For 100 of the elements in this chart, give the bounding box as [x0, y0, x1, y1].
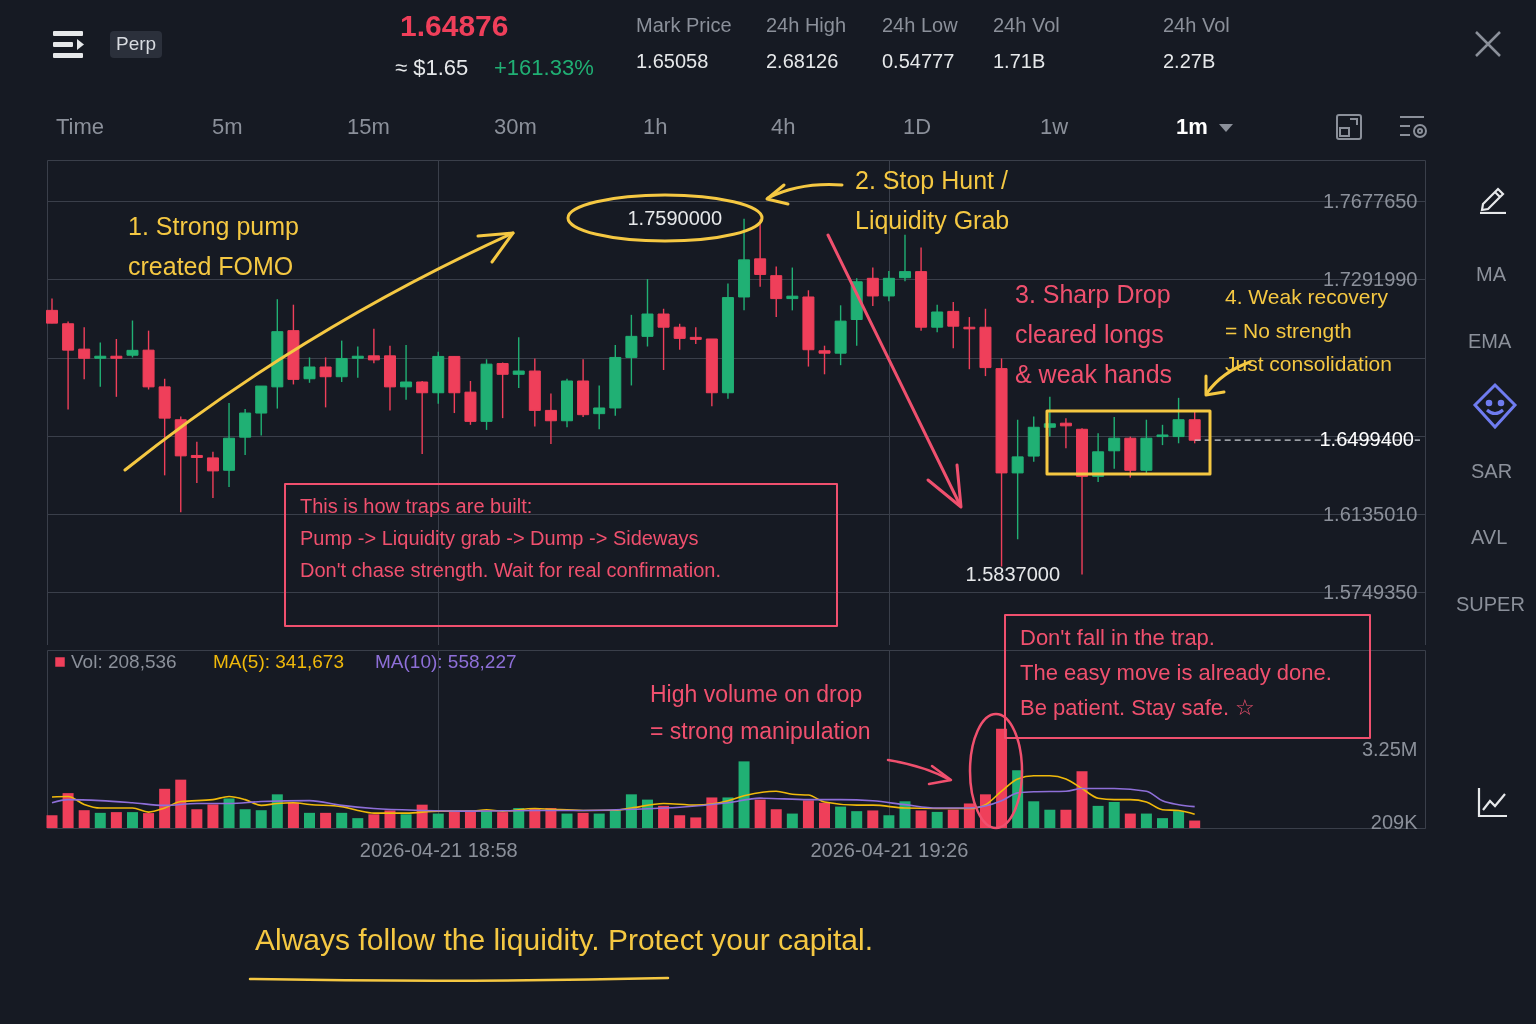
- candlestick: [400, 344, 413, 401]
- text: 1.64876: [400, 8, 509, 44]
- bar: [674, 815, 686, 828]
- candlestick: [351, 345, 364, 379]
- text: Always follow the liquidity. Protect your capital.: [255, 922, 874, 958]
- bar: [996, 728, 1008, 828]
- bar: [159, 788, 171, 828]
- bar: [126, 812, 138, 828]
- candlestick: [544, 392, 557, 445]
- text: 24h High: [766, 13, 847, 37]
- candlestick: [126, 319, 139, 359]
- text: MA: [1476, 262, 1506, 286]
- candlestick: [1011, 419, 1024, 540]
- bar: [754, 799, 766, 828]
- text: 1.65058: [636, 49, 709, 73]
- bar: [1092, 805, 1104, 828]
- bar: [513, 808, 525, 828]
- candlestick: [786, 266, 799, 312]
- text: 1m: [1176, 114, 1208, 141]
- bar: [915, 810, 927, 828]
- candlestick: [190, 440, 203, 484]
- text: Mark Price: [636, 13, 732, 37]
- text: 24h Vol: [993, 13, 1060, 37]
- bar: [1173, 811, 1185, 828]
- y-tick-label: 1.7677650: [1322, 189, 1418, 212]
- candlestick: [496, 361, 509, 419]
- bar: [481, 811, 493, 828]
- bar: [706, 797, 718, 828]
- annotation: 3. Sharp Drop cleared longs & weak hands: [1015, 279, 1173, 390]
- x-tick-label: 2026-04-21 19:26: [810, 838, 969, 861]
- text: 1h: [643, 114, 668, 141]
- bar: [722, 797, 734, 828]
- bar: [175, 779, 187, 828]
- bar: [851, 811, 863, 828]
- candlestick: [110, 338, 123, 398]
- bar: [867, 810, 879, 828]
- bar: [320, 812, 332, 828]
- bar: [368, 814, 380, 828]
- bar: [1028, 801, 1040, 828]
- candlestick: [1172, 397, 1185, 444]
- bar: [1108, 802, 1120, 828]
- bar: [931, 811, 943, 828]
- line-series: [51, 787, 1196, 812]
- bar: [593, 813, 605, 828]
- candlestick: [866, 266, 879, 307]
- text: SUPER: [1456, 592, 1525, 616]
- bar: [255, 810, 267, 828]
- bar: [207, 804, 219, 828]
- candlestick: [319, 356, 332, 409]
- bar: [223, 798, 235, 828]
- text: +161.33%: [494, 55, 594, 82]
- candlestick: [947, 301, 960, 350]
- text: 2.68126: [766, 49, 839, 73]
- bar: [497, 812, 509, 828]
- text: ≈ $1.65: [395, 55, 469, 82]
- candlestick: [657, 308, 670, 371]
- bar: [609, 810, 621, 828]
- bar: [352, 818, 364, 828]
- text: 30m: [494, 114, 537, 141]
- bar: [432, 813, 444, 828]
- candlestick: [78, 326, 91, 381]
- annotation: Don't fall in the trap. The easy move is already done. Be patient. Stay safe. ☆: [1020, 624, 1332, 723]
- text: 24h Vol: [1163, 13, 1230, 37]
- candlestick: [882, 270, 895, 302]
- text: MA(5): 341,673: [213, 651, 344, 672]
- bar: [400, 814, 412, 828]
- text: 0.54777: [882, 49, 955, 73]
- bar: [336, 812, 348, 828]
- bar: [78, 810, 90, 828]
- y-tick-label: 209K: [1370, 811, 1419, 834]
- candlestick: [512, 336, 525, 389]
- y-tick-label: 1.7291990: [1322, 267, 1418, 290]
- annotation: 1.5837000: [965, 562, 1061, 585]
- bar: [304, 812, 316, 828]
- text: 1D: [903, 114, 932, 141]
- bar: [883, 815, 895, 828]
- bar: [1156, 818, 1168, 828]
- candlestick: [625, 314, 638, 387]
- bar: [143, 813, 155, 828]
- bar: [1140, 813, 1152, 828]
- bar: [110, 812, 122, 828]
- ref-line-label: 1.6499400: [1319, 428, 1414, 451]
- text: 5m: [212, 114, 243, 141]
- candlestick: [335, 339, 348, 383]
- candlestick: [206, 451, 219, 499]
- legend-label: Vol: 208,536: [71, 651, 177, 672]
- candlestick: [303, 356, 316, 384]
- bar: [1076, 771, 1088, 828]
- bar: [802, 800, 814, 828]
- candlestick: [1108, 416, 1121, 470]
- text: 2.27B: [1163, 49, 1216, 73]
- candlestick: [46, 297, 58, 324]
- text: MA(10): 558,227: [375, 651, 517, 672]
- bar: [738, 761, 750, 828]
- text: Perp: [110, 31, 163, 58]
- bar: [191, 809, 203, 828]
- bar: [690, 817, 702, 828]
- text: 4h: [771, 114, 796, 141]
- candlestick: [754, 218, 767, 288]
- text: 1w: [1040, 114, 1069, 141]
